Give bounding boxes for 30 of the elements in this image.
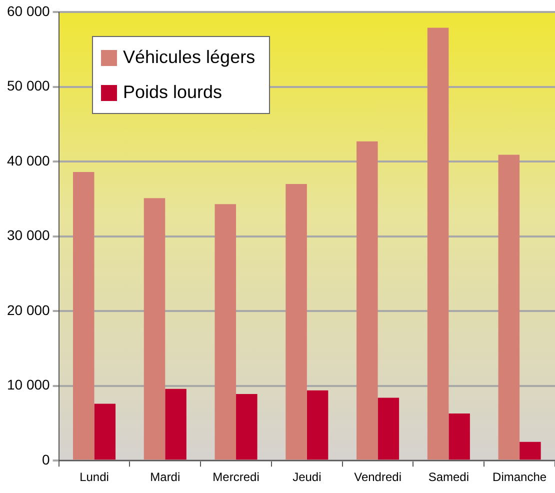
- bar: [94, 404, 116, 460]
- x-tick-label: Jeudi: [292, 470, 322, 484]
- x-tick-label: Dimanche: [492, 470, 547, 484]
- bar: [286, 184, 307, 460]
- bar: [448, 413, 470, 460]
- bar: [214, 204, 236, 460]
- y-tick-label: 60 000: [6, 2, 50, 19]
- bar: [306, 390, 328, 460]
- y-tick-label: 50 000: [6, 78, 50, 94]
- bar: [144, 198, 166, 460]
- bar: [520, 442, 541, 460]
- legend-label: Poids lourds: [123, 82, 222, 103]
- x-tick-label: Mardi: [150, 470, 180, 484]
- bar: [72, 172, 94, 460]
- bar: [427, 28, 449, 460]
- x-tick-label: Vendredi: [354, 470, 402, 484]
- y-tick-label: 10 000: [6, 376, 50, 393]
- y-tick-label: 20 000: [6, 302, 50, 318]
- y-tick-label: 30 000: [6, 227, 50, 244]
- y-tick-label: 0: [42, 451, 50, 468]
- x-tick-label: Lundi: [80, 470, 109, 484]
- bar: [498, 154, 520, 460]
- y-tick-label: 40 000: [6, 152, 50, 168]
- bar: [378, 398, 400, 460]
- legend-label: Véhicules légers: [123, 47, 256, 68]
- x-tick-label: Samedi: [428, 470, 470, 484]
- bar: [165, 388, 186, 460]
- bar: [356, 141, 378, 460]
- x-tick-label: Mercredi: [212, 470, 260, 484]
- bar: [236, 394, 258, 460]
